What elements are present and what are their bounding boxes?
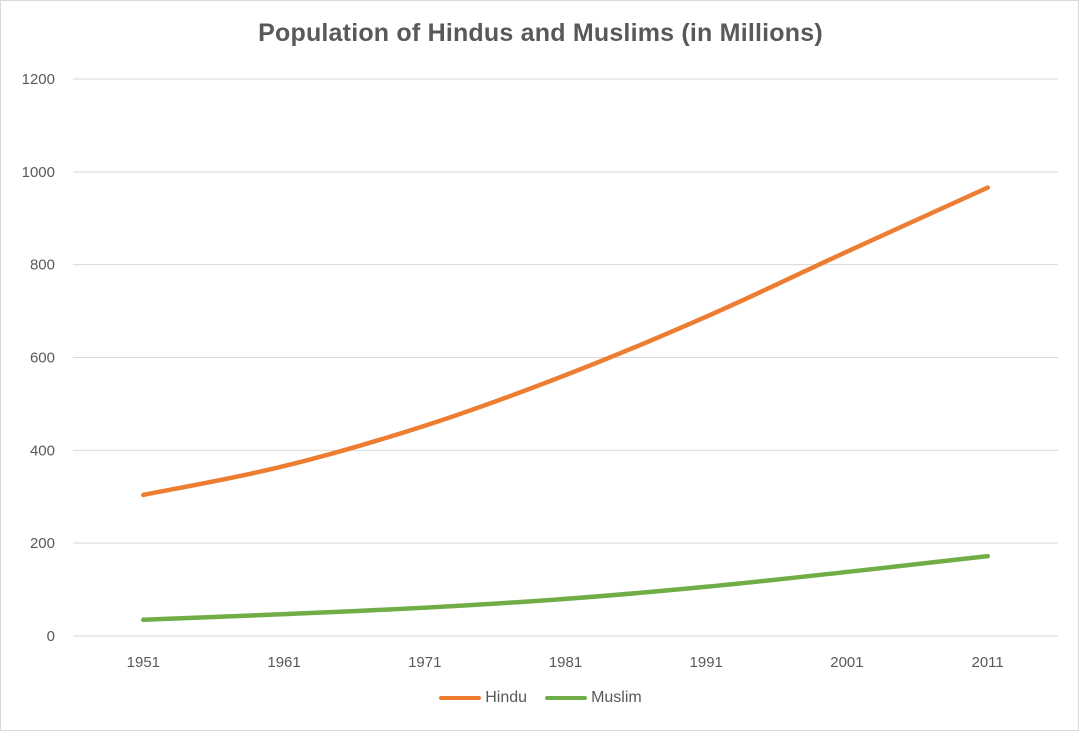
data-point-muslim-1961 [281,611,287,617]
y-tick-label: 400 [30,442,55,459]
data-point-muslim-1951 [141,617,146,622]
data-point-muslim-1971 [422,605,427,610]
y-tick-label: 0 [47,628,55,645]
data-point-muslim-1981 [563,596,568,602]
x-tick-label: 1961 [267,654,300,671]
data-point-muslim-2001 [844,569,850,575]
data-point-muslim-1991 [704,584,709,589]
chart-legend: Hindu Muslim [1,689,1079,707]
y-tick-label: 1000 [22,164,55,181]
x-tick-label: 1971 [408,654,441,671]
y-tick-label: 1200 [22,71,55,88]
legend-swatch-hindu [439,696,482,700]
series-line-muslim [141,553,990,623]
chart-title: Population of Hindus and Muslims (in Mil… [258,19,823,47]
legend-item-hindu: Hindu [439,689,527,707]
legend-swatch-muslim [545,696,588,700]
series-line-hindu [141,185,990,498]
data-point-hindu-1991 [704,314,709,319]
y-tick-label: 800 [30,257,55,274]
data-point-hindu-1971 [422,423,427,428]
data-point-hindu-1951 [141,492,146,498]
x-tick-label: 1951 [127,654,160,671]
x-tick-label: 1981 [549,654,582,671]
y-tick-label: 200 [30,535,55,552]
x-tick-label: 2001 [830,654,863,671]
x-tick-label: 2011 [972,654,1004,671]
data-point-hindu-1981 [563,372,568,378]
legend-item-muslim: Muslim [545,689,642,707]
data-point-hindu-2001 [844,249,850,254]
x-tick-label: 1991 [690,654,723,671]
legend-label-muslim: Muslim [591,689,642,706]
legend-label-hindu: Hindu [485,689,528,706]
data-point-hindu-2011 [985,185,990,190]
data-point-hindu-1961 [281,463,287,469]
data-point-muslim-2011 [985,553,990,559]
y-tick-label: 600 [30,350,55,367]
